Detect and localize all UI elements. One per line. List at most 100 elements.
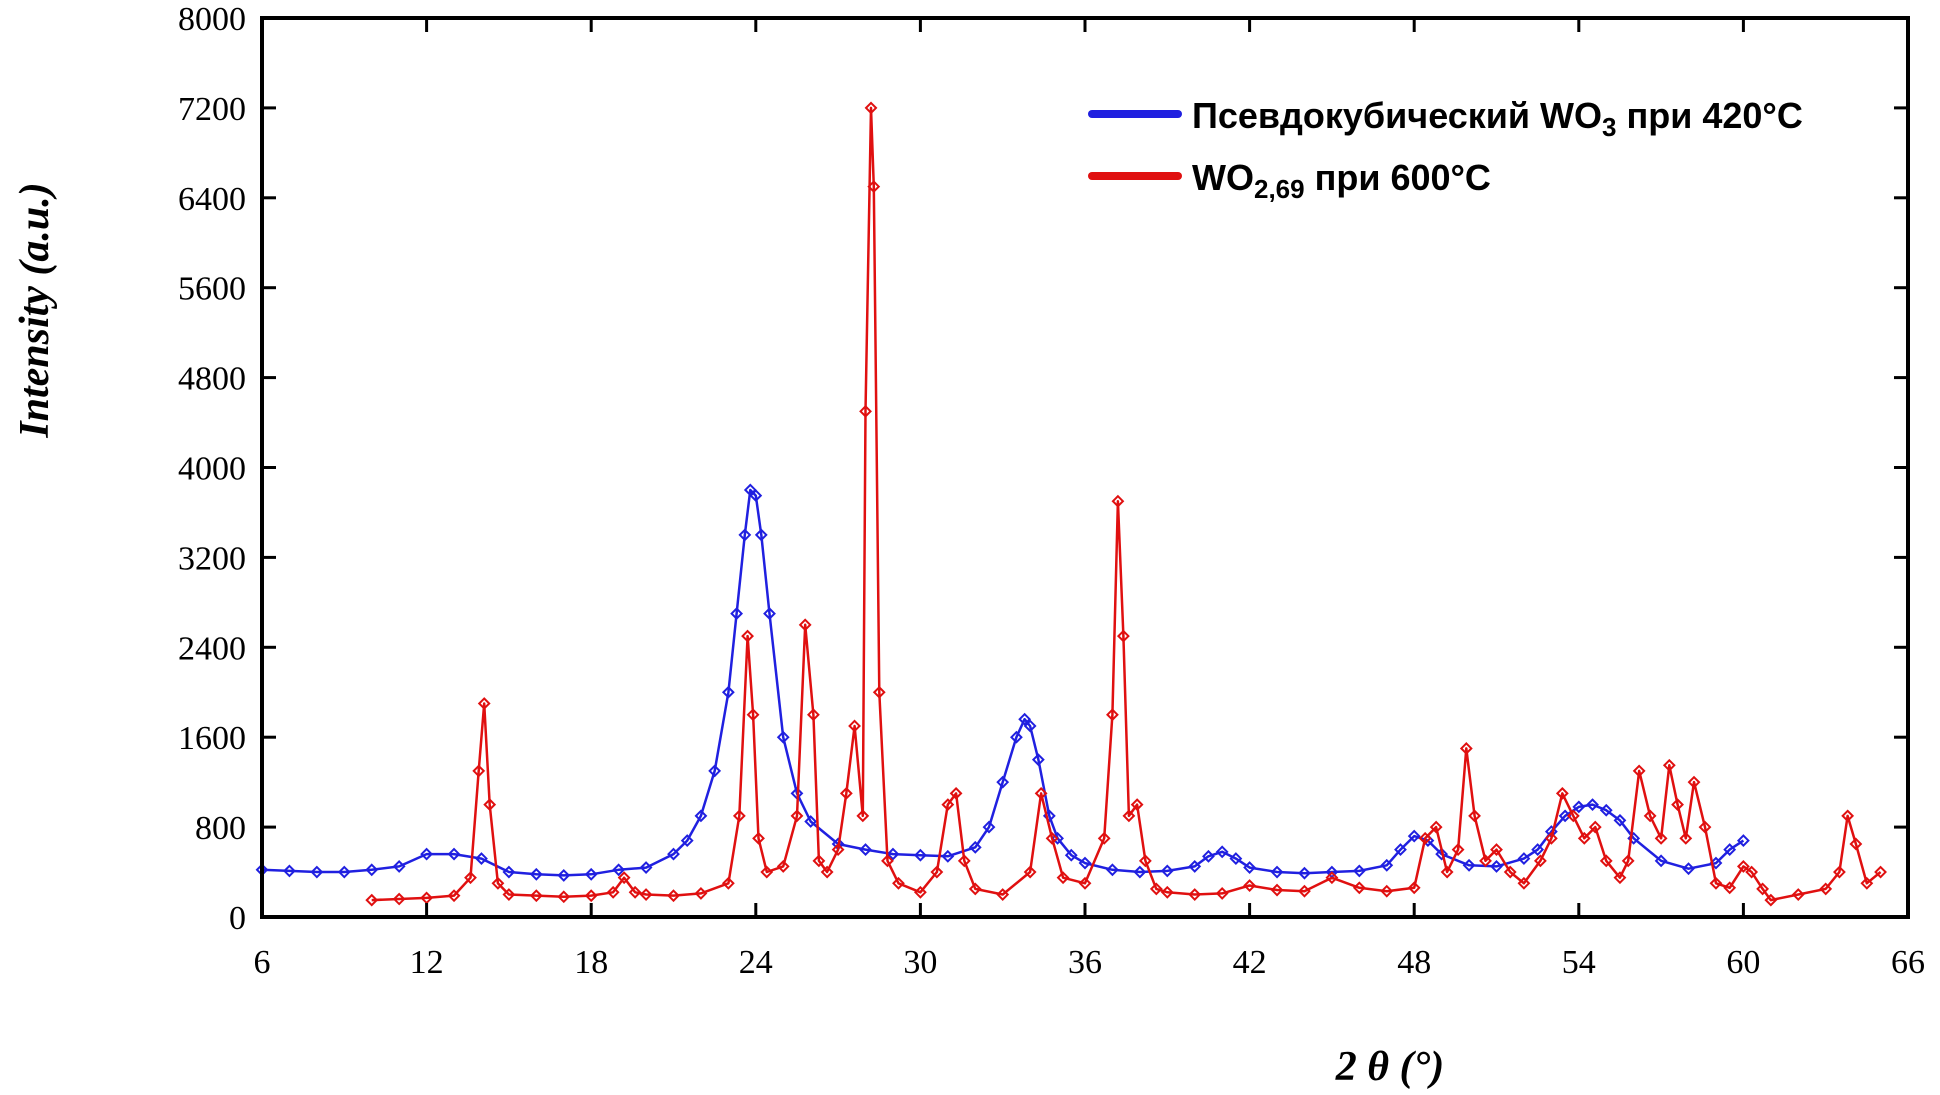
x-tick-label: 36 xyxy=(1068,944,1102,981)
data-point xyxy=(584,867,598,881)
data-point xyxy=(1056,871,1070,885)
data-point xyxy=(1841,809,1855,823)
data-point xyxy=(1698,820,1712,834)
data-point xyxy=(1723,881,1737,895)
data-point xyxy=(1243,879,1257,892)
data-point xyxy=(1130,798,1144,812)
data-point xyxy=(639,888,653,901)
data-point xyxy=(746,708,760,722)
data-point xyxy=(1429,820,1443,834)
data-point xyxy=(1533,854,1547,868)
data-point xyxy=(557,890,571,904)
data-point xyxy=(1160,864,1174,878)
data-point xyxy=(502,888,516,901)
data-point xyxy=(741,629,754,643)
data-point xyxy=(1380,858,1394,872)
plot-data-layer xyxy=(255,101,1887,907)
data-point xyxy=(790,809,804,823)
data-point xyxy=(1215,845,1229,859)
legend-label-wo3: Псевдокубический WO3 при 420°C xyxy=(1192,95,1803,142)
series-line xyxy=(261,488,1745,877)
data-point xyxy=(472,764,486,778)
data-point xyxy=(1599,803,1613,817)
data-point xyxy=(1662,758,1676,772)
data-point xyxy=(1418,831,1432,845)
data-point xyxy=(1034,786,1048,800)
data-point xyxy=(864,101,878,115)
data-point xyxy=(913,885,927,899)
data-point xyxy=(957,854,971,868)
data-point xyxy=(892,876,905,890)
data-point xyxy=(1459,742,1473,755)
data-point xyxy=(886,847,900,861)
data-point xyxy=(732,809,746,823)
data-point xyxy=(1709,876,1723,890)
data-point xyxy=(447,847,461,861)
data-point xyxy=(1270,865,1284,879)
data-point xyxy=(477,697,491,710)
data-point xyxy=(721,876,735,890)
data-point xyxy=(1687,775,1701,789)
data-point xyxy=(1298,884,1311,898)
data-point xyxy=(839,786,853,800)
data-point xyxy=(392,892,406,906)
data-point xyxy=(730,607,744,621)
data-point xyxy=(584,889,598,903)
data-point xyxy=(968,840,982,854)
data-point xyxy=(1654,831,1668,845)
data-point xyxy=(1023,865,1037,879)
y-tick-label: 4000 xyxy=(178,451,246,488)
data-point xyxy=(1122,809,1136,823)
y-tick-label: 1600 xyxy=(178,720,246,757)
data-point xyxy=(1133,865,1147,879)
data-point xyxy=(806,708,820,722)
data-point xyxy=(941,849,955,863)
data-point xyxy=(502,865,516,879)
data-point xyxy=(1045,831,1059,845)
y-tick-label: 6400 xyxy=(178,181,246,218)
data-point xyxy=(1621,854,1635,868)
y-tick-label: 4800 xyxy=(178,361,246,398)
data-point xyxy=(1745,865,1759,879)
x-axis-title: 2 θ (°) xyxy=(1335,1044,1445,1090)
legend: Псевдокубический WO3 при 420°C WO2,69 пр… xyxy=(1088,95,1803,204)
data-point xyxy=(667,847,680,861)
data-point xyxy=(1723,843,1737,856)
data-point xyxy=(1111,494,1125,508)
data-point xyxy=(1215,886,1229,900)
data-point xyxy=(754,528,768,542)
data-point xyxy=(1517,852,1531,865)
x-tick-label: 66 xyxy=(1891,944,1925,981)
data-point xyxy=(1490,860,1503,873)
data-point xyxy=(820,865,834,879)
data-point xyxy=(365,893,379,907)
data-point xyxy=(1671,798,1684,812)
data-point xyxy=(859,843,872,856)
data-point xyxy=(483,798,497,812)
data-point xyxy=(1874,865,1887,879)
series-1 xyxy=(365,101,1887,907)
data-point xyxy=(1682,862,1695,876)
data-point xyxy=(420,847,434,861)
data-point xyxy=(930,865,944,879)
data-point xyxy=(804,815,818,828)
y-tick-label: 7200 xyxy=(178,91,246,128)
x-tick-label: 18 xyxy=(574,944,608,981)
data-point xyxy=(881,854,894,868)
data-point xyxy=(529,889,543,903)
data-point xyxy=(1833,865,1846,879)
data-point xyxy=(798,618,812,632)
x-tick-label: 54 xyxy=(1562,944,1596,981)
data-point xyxy=(337,865,351,879)
data-point xyxy=(1490,843,1503,856)
data-point xyxy=(872,685,886,699)
data-point xyxy=(1819,882,1833,896)
data-point xyxy=(776,860,790,873)
data-point xyxy=(1018,712,1032,726)
data-point xyxy=(557,869,571,882)
data-point xyxy=(1572,800,1586,814)
x-tick-label: 60 xyxy=(1726,944,1760,981)
data-point xyxy=(760,865,774,879)
data-point xyxy=(1435,847,1449,861)
data-point xyxy=(1160,885,1174,899)
